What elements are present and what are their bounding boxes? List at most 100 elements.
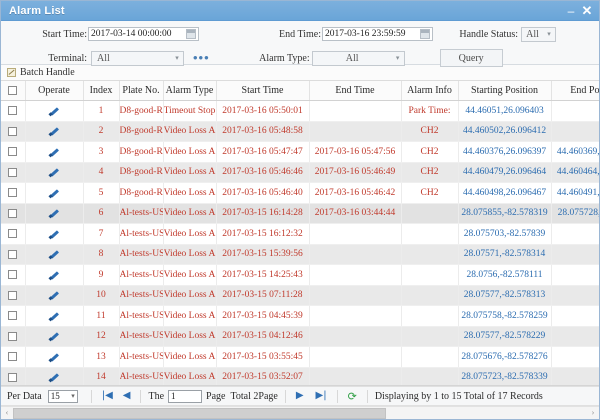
edit-icon[interactable] — [25, 244, 84, 265]
col-end-time[interactable]: End Time — [309, 81, 402, 101]
table-row[interactable]: 14 Al-tests-US Video Loss A 2017-03-15 03:5… — [1, 367, 599, 385]
batch-handle-bar[interactable]: Batch Handle — [1, 65, 599, 81]
edit-pencil-icon[interactable] — [49, 228, 60, 239]
edit-pencil-icon[interactable] — [49, 351, 60, 362]
row-checkbox[interactable] — [8, 147, 18, 157]
row-checkbox[interactable] — [8, 106, 18, 116]
row-checkbox[interactable] — [8, 372, 18, 382]
row-select-checkbox[interactable] — [1, 264, 26, 286]
scroll-left-icon[interactable]: ‹ — [5, 408, 9, 417]
scroll-right-icon[interactable]: › — [591, 408, 595, 417]
edit-pencil-icon[interactable] — [49, 331, 60, 342]
edit-icon[interactable] — [25, 121, 84, 142]
calendar-icon[interactable] — [420, 29, 430, 39]
row-checkbox[interactable] — [8, 167, 18, 177]
table-row[interactable]: 8 Al-tests-US Video Loss A 2017-03-15 15:39… — [1, 244, 599, 265]
row-select-checkbox[interactable] — [1, 244, 26, 265]
handle-status-select[interactable]: All ▾ — [521, 26, 556, 42]
col-plate-no[interactable]: Plate No. — [119, 81, 164, 101]
table-row[interactable]: 10 Al-tests-US Video Loss A 2017-03-15 07:1… — [1, 285, 599, 306]
col-alarm-info[interactable]: Alarm Info — [401, 81, 459, 101]
col-alarm-type[interactable]: Alarm Type — [163, 81, 217, 101]
edit-icon[interactable] — [25, 346, 84, 368]
edit-icon[interactable] — [25, 326, 84, 347]
row-select-checkbox[interactable] — [1, 182, 26, 204]
edit-icon[interactable] — [25, 203, 84, 224]
col-index[interactable]: Index — [83, 81, 120, 101]
edit-pencil-icon[interactable] — [49, 105, 60, 116]
first-page-button[interactable]: |◀ — [101, 390, 113, 401]
row-select-checkbox[interactable] — [1, 203, 26, 224]
page-number-input[interactable]: 1 — [168, 389, 203, 403]
row-checkbox[interactable] — [8, 331, 18, 341]
terminal-select[interactable]: All ▾ — [91, 50, 184, 66]
row-checkbox[interactable] — [8, 290, 18, 300]
refresh-icon[interactable]: ⟳ — [347, 389, 357, 403]
minimize-icon[interactable]: – — [567, 3, 575, 18]
calendar-icon[interactable] — [186, 29, 196, 39]
next-page-button[interactable]: ▶ — [295, 390, 304, 401]
table-row[interactable]: 11 Al-tests-US Video Loss A 2017-03-15 04:4… — [1, 305, 599, 327]
prev-page-button[interactable]: ◀ — [122, 390, 131, 401]
per-data-select[interactable]: 15 ▾ — [47, 389, 78, 403]
table-row[interactable]: 9 Al-tests-US Video Loss A 2017-03-15 14:25… — [1, 264, 599, 286]
edit-icon[interactable] — [25, 285, 84, 306]
edit-icon[interactable] — [25, 264, 84, 286]
edit-pencil-icon[interactable] — [49, 126, 60, 137]
row-select-checkbox[interactable] — [1, 223, 26, 245]
col-starting-position[interactable]: Starting Position — [458, 81, 552, 101]
scrollbar-track[interactable] — [13, 407, 587, 419]
edit-pencil-icon[interactable] — [49, 269, 60, 280]
select-all-checkbox[interactable] — [8, 86, 18, 96]
row-select-checkbox[interactable] — [1, 367, 26, 385]
row-select-checkbox[interactable] — [1, 305, 26, 327]
edit-icon[interactable] — [25, 100, 84, 122]
window-horizontal-scrollbar[interactable]: ‹ › — [1, 406, 599, 419]
col-start-time[interactable]: Start Time — [216, 81, 310, 101]
row-select-checkbox[interactable] — [1, 326, 26, 347]
row-checkbox[interactable] — [8, 270, 18, 280]
edit-icon[interactable] — [25, 141, 84, 163]
col-end-position[interactable]: End Position — [551, 81, 599, 101]
table-row[interactable]: 13 Al-tests-US Video Loss A 2017-03-15 03:5… — [1, 346, 599, 368]
edit-pencil-icon[interactable] — [49, 146, 60, 157]
close-icon[interactable]: ✕ — [581, 3, 593, 18]
edit-pencil-icon[interactable] — [49, 167, 60, 178]
row-checkbox[interactable] — [8, 126, 18, 136]
table-row[interactable]: 7 Al-tests-US Video Loss A 2017-03-15 16:12… — [1, 223, 599, 245]
col-operate[interactable]: Operate — [25, 81, 84, 101]
row-select-checkbox[interactable] — [1, 100, 26, 122]
row-checkbox[interactable] — [8, 352, 18, 362]
edit-pencil-icon[interactable] — [49, 249, 60, 260]
row-select-checkbox[interactable] — [1, 162, 26, 183]
row-select-checkbox[interactable] — [1, 346, 26, 368]
row-checkbox[interactable] — [8, 311, 18, 321]
edit-icon[interactable] — [25, 305, 84, 327]
last-page-button[interactable]: ▶| — [315, 390, 327, 401]
scrollbar-thumb[interactable] — [13, 407, 387, 419]
end-time-input[interactable]: 2017-03-16 23:59:59 — [322, 27, 433, 41]
query-button[interactable]: Query — [439, 49, 503, 67]
edit-pencil-icon[interactable] — [49, 187, 60, 198]
edit-icon[interactable] — [25, 182, 84, 204]
row-checkbox[interactable] — [8, 208, 18, 218]
edit-pencil-icon[interactable] — [49, 208, 60, 219]
alarm-type-select[interactable]: All ▾ — [311, 50, 405, 66]
edit-icon[interactable] — [25, 162, 84, 183]
row-select-checkbox[interactable] — [1, 285, 26, 306]
row-checkbox[interactable] — [8, 229, 18, 239]
row-checkbox[interactable] — [8, 188, 18, 198]
table-row[interactable]: 12 Al-tests-US Video Loss A 2017-03-15 04:1… — [1, 326, 599, 347]
edit-icon[interactable] — [25, 223, 84, 245]
more-options-button[interactable]: ••• — [193, 50, 210, 65]
start-time-input[interactable]: 2017-03-14 00:00:00 — [88, 27, 199, 41]
row-select-checkbox[interactable] — [1, 121, 26, 142]
row-select-checkbox[interactable] — [1, 141, 26, 163]
row-checkbox[interactable] — [8, 249, 18, 259]
edit-icon[interactable] — [25, 367, 84, 385]
